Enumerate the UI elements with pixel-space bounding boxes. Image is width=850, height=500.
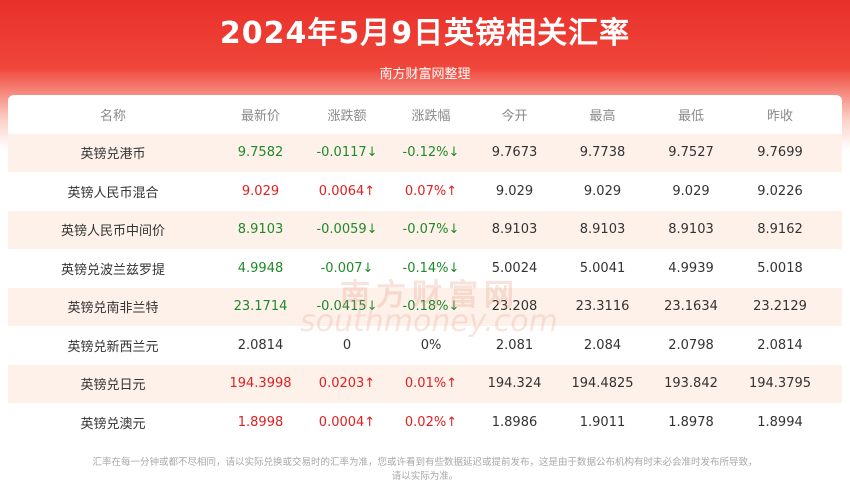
row-change: 0.0064↑ [318, 183, 376, 199]
header-name: 名称 [99, 108, 126, 124]
header-change: 涨跌额 [327, 108, 367, 124]
row-open: 9.7673 [491, 145, 538, 161]
row-prev-close: 23.2129 [753, 299, 807, 315]
row-change-pct: -0.07%↓ [402, 222, 460, 238]
row-name: 英镑兑澳元 [80, 416, 146, 432]
row-low: 4.9939 [668, 260, 714, 276]
row-high: 9.7738 [579, 145, 626, 161]
row-high: 23.3116 [575, 299, 630, 315]
disclaimer-line-2: 请以实际为准。 [391, 471, 459, 482]
row-price: 8.9103 [237, 222, 284, 238]
table-row: 英镑兑澳元 1.8998 0.0004↑ 0.02%↑ 1.8986 1.9011 1.89… [8, 403, 842, 442]
page-title: 2024年5月9日英镑相关汇率 [219, 16, 631, 51]
row-change-pct: 0.02%↑ [404, 414, 458, 430]
row-change: 0 [342, 337, 352, 353]
row-name: 英镑兑南非兰特 [67, 301, 159, 317]
table-header-row: 名称 最新价 涨跌额 涨跌幅 今开 最高 最低 昨收 [8, 95, 842, 134]
disclaimer-line-1: 汇率在每一分钟或都不尽相同，请以实际兑换或交易时的汇率为准，您或许看到有些数据延… [92, 457, 758, 468]
page-subtitle: 南方财富网整理 [379, 67, 471, 82]
row-name: 英镑兑新西兰元 [67, 339, 159, 355]
row-change: -0.0415↓ [316, 299, 378, 315]
row-open: 2.081 [495, 337, 534, 353]
row-low: 9.7527 [668, 145, 714, 161]
row-low: 9.029 [672, 183, 710, 199]
header-change-pct: 涨跌幅 [411, 108, 451, 124]
row-change: -0.007↓ [320, 260, 374, 276]
row-open: 5.0024 [491, 260, 538, 276]
row-high: 8.9103 [579, 222, 626, 238]
row-price: 9.7582 [237, 145, 284, 161]
table-row: 英镑兑新西兰元 2.0814 0 0% 2.081 2.084 2.0798 2.0814 [8, 326, 842, 365]
row-high: 9.029 [583, 183, 622, 199]
row-price: 1.8998 [237, 414, 284, 430]
row-open: 9.029 [495, 183, 534, 199]
row-low: 8.9103 [668, 222, 714, 238]
row-change-pct: 0.07%↑ [404, 183, 458, 199]
row-change-pct: 0% [420, 337, 442, 353]
row-prev-close: 1.8994 [757, 414, 803, 430]
table-row: 英镑兑港币 9.7582 -0.0117↓ -0.12%↓ 9.7673 9.7738 9.… [8, 133, 842, 172]
row-price: 194.3998 [229, 376, 292, 392]
row-change: 0.0004↑ [318, 414, 376, 430]
row-low: 193.842 [664, 376, 718, 392]
row-low: 23.1634 [664, 299, 718, 315]
row-change: -0.0117↓ [316, 145, 378, 161]
row-name: 英镑兑日元 [80, 378, 146, 394]
row-high: 5.0041 [579, 260, 626, 276]
table-row: 英镑兑波兰兹罗提 4.9948 -0.007↓ -0.14%↓ 5.0024 5.0041… [8, 249, 842, 288]
header-low: 最低 [677, 108, 704, 124]
header-price: 最新价 [240, 108, 280, 124]
row-change-pct: -0.18%↓ [402, 299, 460, 315]
row-prev-close: 9.0226 [757, 183, 803, 199]
row-prev-close: 5.0018 [757, 260, 803, 276]
row-open: 8.9103 [491, 222, 538, 238]
row-prev-close: 9.7699 [757, 145, 803, 161]
row-open: 23.208 [491, 299, 538, 315]
table-row: 英镑兑日元 194.3998 0.0203↑ 0.01%↑ 194.324 194.482… [8, 364, 842, 403]
row-high: 1.9011 [579, 414, 626, 430]
table-row: 英镑人民币中间价 8.9103 -0.0059↓ -0.07%↓ 8.9103 8.910… [8, 210, 842, 249]
row-open: 194.324 [487, 376, 542, 392]
row-price: 2.0814 [237, 337, 284, 353]
row-change: -0.0059↓ [316, 222, 378, 238]
row-change-pct: -0.14%↓ [402, 260, 460, 276]
disclaimer: 汇率在每一分钟或都不尽相同，请以实际兑换或交易时的汇率为准，您或许看到有些数据延… [20, 456, 830, 484]
table-row: 英镑兑南非兰特 23.1714 -0.0415↓ -0.18%↓ 23.208 23.31… [8, 287, 842, 326]
row-low: 2.0798 [668, 337, 714, 353]
row-name: 英镑兑波兰兹罗提 [60, 262, 165, 278]
row-prev-close: 194.3795 [748, 376, 812, 392]
rates-table: 名称 最新价 涨跌额 涨跌幅 今开 最高 最低 昨收 英镑兑港币 9.7582 -0… [8, 95, 842, 445]
row-price: 9.029 [241, 183, 280, 199]
row-open: 1.8986 [491, 414, 538, 430]
header-high: 最高 [589, 108, 616, 124]
row-high: 2.084 [583, 337, 622, 353]
header-prev-close: 昨收 [766, 108, 793, 124]
row-change-pct: -0.12%↓ [402, 145, 460, 161]
row-name: 英镑人民币混合 [67, 185, 159, 201]
row-price: 4.9948 [237, 260, 284, 276]
row-prev-close: 8.9162 [757, 222, 803, 238]
row-price: 23.1714 [233, 299, 288, 315]
row-name: 英镑兑港币 [80, 147, 146, 163]
row-change-pct: 0.01%↑ [404, 376, 458, 392]
row-change: 0.0203↑ [318, 376, 376, 392]
row-name: 英镑人民币中间价 [60, 224, 165, 240]
row-low: 1.8978 [668, 414, 714, 430]
row-high: 194.4825 [571, 376, 634, 392]
row-prev-close: 2.0814 [757, 337, 803, 353]
header-open: 今开 [501, 108, 528, 124]
table-row: 英镑人民币混合 9.029 0.0064↑ 0.07%↑ 9.029 9.029 9.029… [8, 172, 842, 211]
